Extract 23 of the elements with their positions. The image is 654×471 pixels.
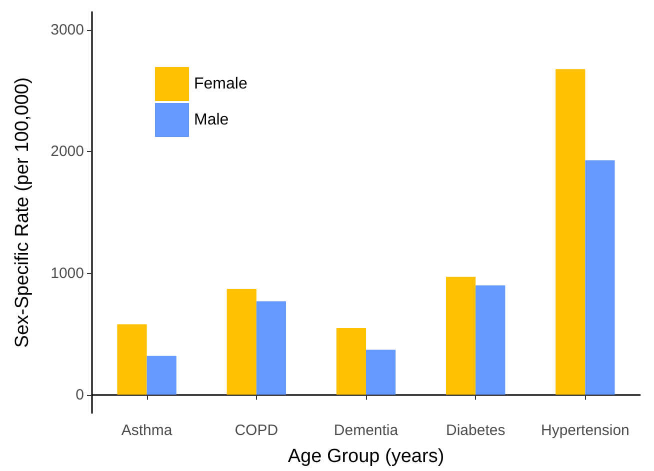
- bar: [336, 328, 366, 395]
- y-tick-label: 1000: [50, 264, 84, 282]
- bar: [117, 324, 147, 395]
- x-axis-title: Age Group (years): [288, 446, 444, 467]
- legend-label: Female: [194, 76, 248, 92]
- bar: [585, 160, 615, 395]
- x-tick-label: COPD: [234, 422, 278, 439]
- y-tick-label: 0: [76, 386, 84, 404]
- x-tick-label: Asthma: [121, 422, 173, 439]
- bar: [366, 350, 396, 395]
- y-tick-label: 2000: [50, 143, 84, 160]
- bar: [146, 356, 176, 395]
- legend-label: Male: [194, 112, 229, 128]
- bar: [226, 289, 256, 395]
- y-axis-title: Sex-Specific Rate (per 100,000): [12, 77, 33, 348]
- bar: [446, 276, 476, 395]
- x-tick-label: Hypertension: [541, 422, 630, 439]
- bar: [476, 285, 506, 395]
- bar: [256, 301, 286, 395]
- bar: [556, 69, 586, 395]
- x-tick-label: Dementia: [334, 422, 399, 439]
- x-tick-label: Diabetes: [446, 422, 506, 439]
- y-tick-label: 3000: [50, 22, 84, 39]
